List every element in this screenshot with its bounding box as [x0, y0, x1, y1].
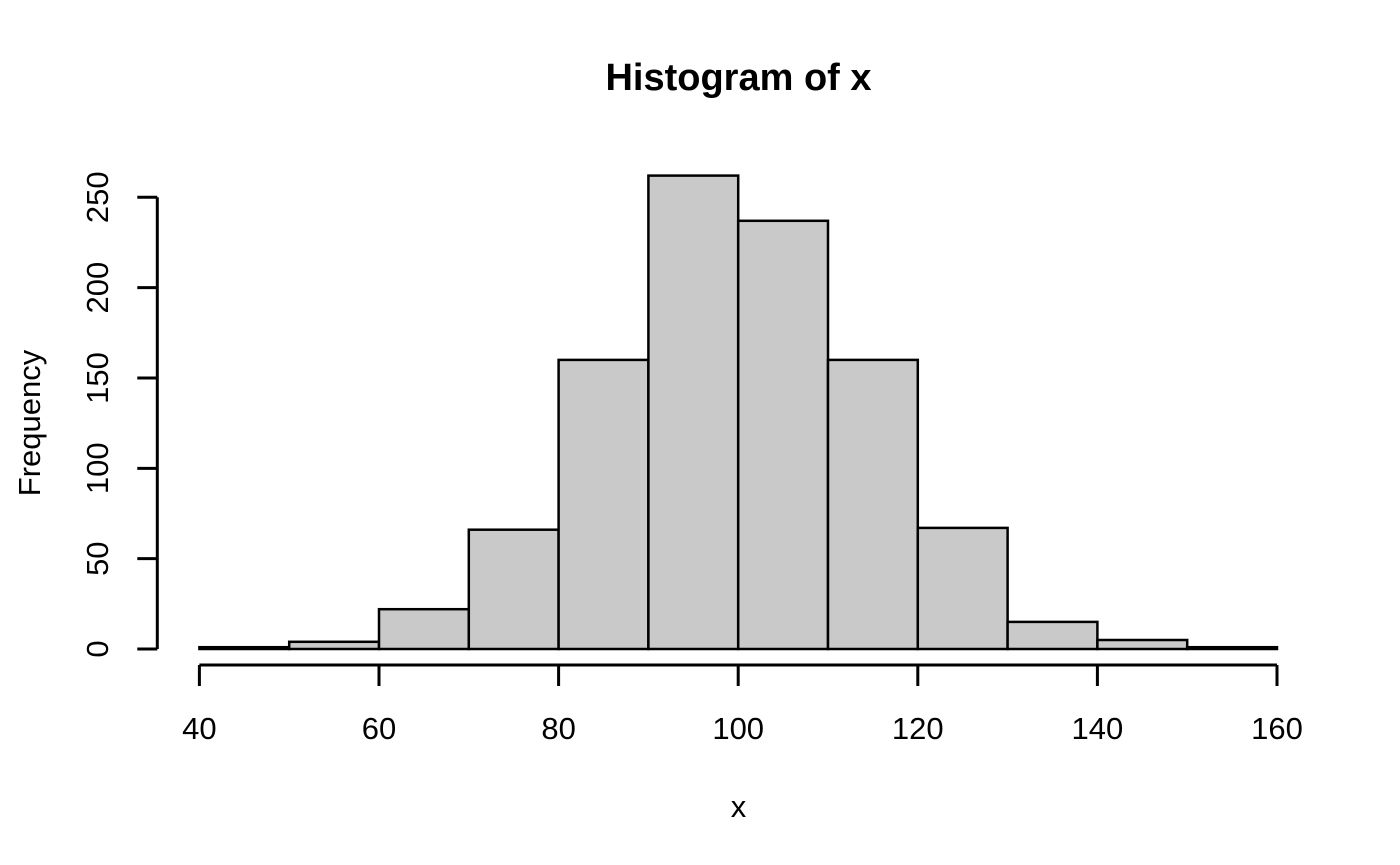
x-axis-title: x — [730, 789, 747, 824]
histogram-bar — [1006, 620, 1099, 651]
x-tick-label: 160 — [1251, 711, 1303, 746]
x-tick-label: 120 — [892, 711, 944, 746]
histogram-bar — [467, 528, 560, 651]
x-tick-label: 80 — [541, 711, 575, 746]
chart-title: Histogram of x — [605, 57, 872, 99]
histogram-bar — [377, 607, 471, 651]
histogram-bar — [287, 640, 381, 651]
histogram-bar — [557, 358, 650, 651]
y-tick-label: 250 — [80, 171, 115, 223]
histogram-bar — [1185, 645, 1279, 651]
histogram-bar — [198, 645, 291, 651]
x-tick-label: 60 — [362, 711, 396, 746]
histogram-bar — [736, 219, 830, 651]
x-tick-label: 140 — [1072, 711, 1124, 746]
histogram-bar — [647, 174, 740, 651]
x-tick-label: 40 — [182, 711, 216, 746]
histogram-bar — [1096, 638, 1189, 651]
y-tick-label: 200 — [80, 262, 115, 314]
histogram-bar — [826, 358, 920, 651]
y-tick-label: 0 — [80, 640, 115, 657]
histogram-bar — [916, 526, 1009, 651]
y-tick-label: 50 — [80, 541, 115, 575]
y-tick-label: 150 — [80, 352, 115, 404]
y-tick-label: 100 — [80, 442, 115, 494]
x-tick-label: 100 — [712, 711, 764, 746]
